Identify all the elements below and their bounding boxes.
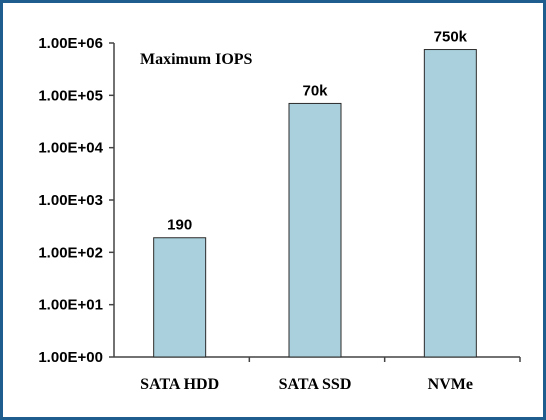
bar-data-label: 70k bbox=[302, 82, 328, 99]
chart-axes: 1.00E+00 1.00E+01 1.00E+02 1.00E+03 1.00E+04… bbox=[38, 35, 521, 366]
x-category-label: SATA HDD bbox=[140, 376, 219, 393]
chart-bars bbox=[153, 49, 477, 358]
y-tick-label: 1.00E+04 bbox=[38, 140, 103, 157]
x-category-label: SATA SSD bbox=[279, 376, 352, 393]
chart-labels: 190 SATA HDD 70k SATA SSD 750k NVMe bbox=[140, 29, 473, 393]
bar-nvme bbox=[423, 49, 477, 358]
bar-sata-hdd bbox=[153, 237, 207, 358]
y-tick-label: 1.00E+00 bbox=[38, 349, 103, 366]
bar-sata-ssd bbox=[288, 102, 342, 358]
y-tick-label: 1.00E+03 bbox=[38, 192, 103, 209]
y-tick-label: 1.00E+02 bbox=[38, 244, 103, 261]
bar-data-label: 190 bbox=[167, 217, 192, 234]
bar-data-label: 750k bbox=[434, 29, 468, 46]
iops-bar-chart: 1.00E+00 1.00E+01 1.00E+02 1.00E+03 1.00E+04… bbox=[38, 29, 521, 393]
y-tick-label: 1.00E+01 bbox=[38, 297, 103, 314]
chart-title: Maximum IOPS bbox=[140, 51, 253, 68]
y-tick-label: 1.00E+05 bbox=[38, 87, 103, 104]
y-tick-label: 1.00E+06 bbox=[38, 35, 103, 52]
x-category-label: NVMe bbox=[428, 376, 473, 393]
